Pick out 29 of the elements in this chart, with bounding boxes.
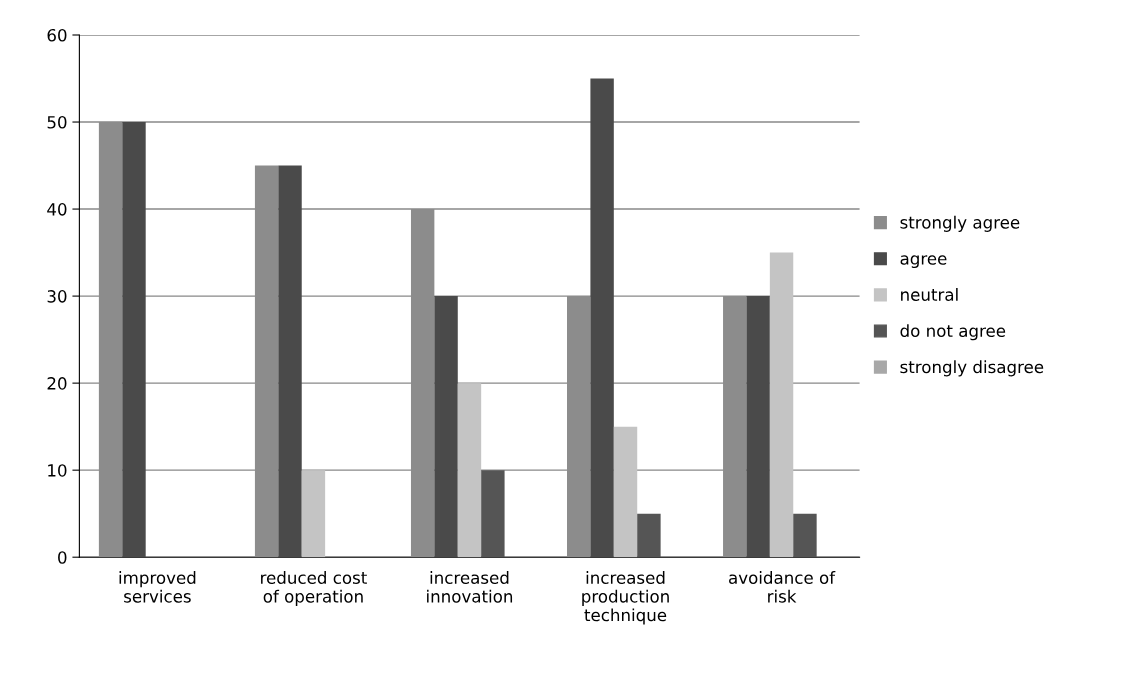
legend-label: strongly agree bbox=[900, 215, 1020, 232]
legend-label: neutral bbox=[901, 288, 958, 301]
x-tick-label: reduced cost of operation bbox=[261, 571, 367, 606]
bar bbox=[278, 165, 302, 558]
bar bbox=[301, 470, 326, 558]
y-tick-label: 0 bbox=[58, 551, 67, 564]
y-tick-label: 60 bbox=[47, 28, 67, 42]
legend-label: strongly disagree bbox=[900, 360, 1044, 377]
x-tick-label: avoidance of risk bbox=[729, 571, 836, 603]
bar bbox=[457, 383, 482, 558]
y-tick-label: 30 bbox=[47, 290, 67, 303]
bar bbox=[746, 296, 770, 558]
bar bbox=[481, 470, 505, 558]
bar bbox=[637, 513, 661, 558]
bar bbox=[434, 296, 458, 558]
bar bbox=[122, 122, 146, 558]
x-tick-label: increased innovation bbox=[427, 571, 513, 603]
x-tick-label: improved services bbox=[119, 571, 196, 603]
y-tick-label: 20 bbox=[47, 377, 67, 390]
bar bbox=[590, 78, 614, 558]
legend-label: do not agree bbox=[900, 324, 1006, 341]
y-tick-label: 50 bbox=[47, 116, 67, 129]
y-tick-label: 10 bbox=[48, 464, 67, 477]
x-tick-label: increased production technique bbox=[582, 571, 669, 625]
bar bbox=[613, 426, 638, 558]
legend-label: agree bbox=[900, 255, 947, 269]
y-tick-label: 40 bbox=[47, 203, 67, 216]
bar bbox=[769, 252, 794, 558]
bar bbox=[793, 513, 817, 558]
